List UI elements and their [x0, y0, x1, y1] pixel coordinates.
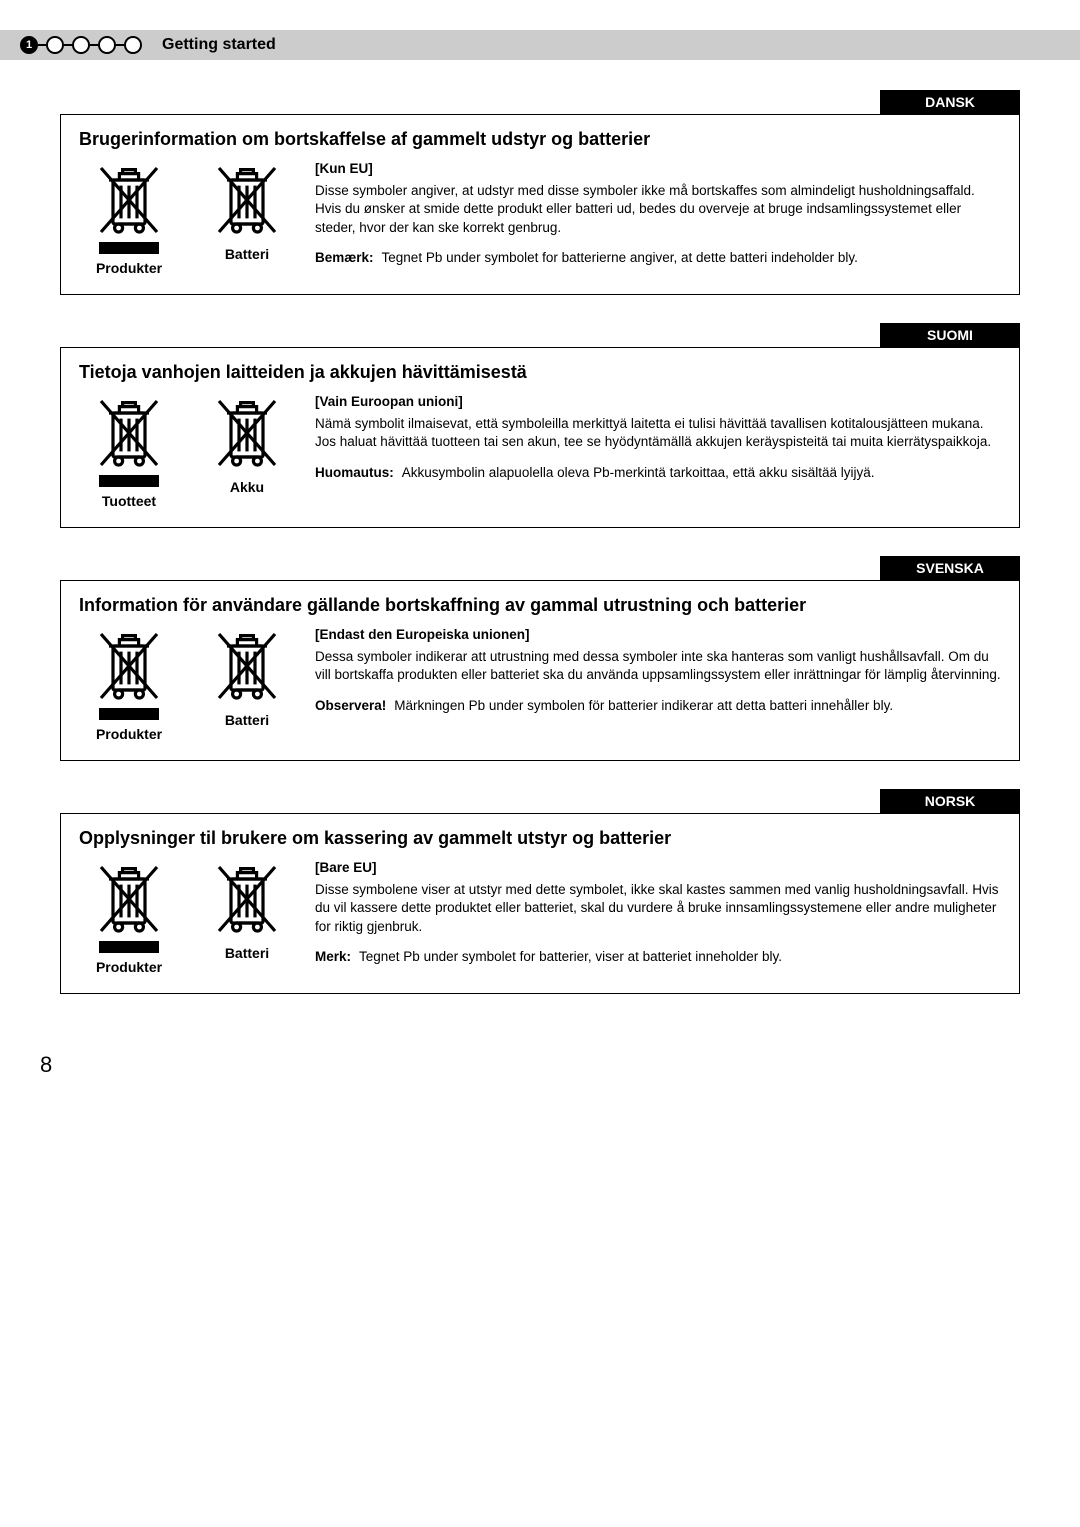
step-3-circle — [72, 36, 90, 54]
info-title: Tietoja vanhojen laitteiden ja akkujen h… — [79, 362, 1001, 383]
disposal-info-box: Brugerinformation om bortskaffelse af ga… — [60, 114, 1020, 295]
products-label: Produkter — [96, 726, 162, 742]
weee-bin-icon — [207, 393, 287, 473]
note-label: Observera! — [315, 697, 386, 715]
note-text: Tegnet Pb under symbolet for batterier, … — [359, 948, 782, 966]
weee-bin-icon — [89, 626, 169, 706]
products-icon-column: Produkter — [79, 160, 179, 276]
info-text-column: [Bare EU] Disse symbolene viser at utstyr… — [315, 859, 1001, 975]
step-connector — [38, 44, 46, 46]
weee-bin-icon — [89, 393, 169, 473]
disposal-info-box: Opplysninger til brukere om kassering av… — [60, 813, 1020, 994]
disposal-info-box: Information för användare gällande borts… — [60, 580, 1020, 761]
info-body: Produkter Batteri [Endast den Europeiska u… — [79, 626, 1001, 742]
battery-label: Batteri — [225, 945, 269, 961]
info-paragraph: Disse symbolene viser at utstyr med dett… — [315, 881, 1001, 936]
battery-label: Akku — [230, 479, 264, 495]
header-title: Getting started — [162, 36, 276, 54]
step-5-circle — [124, 36, 142, 54]
products-label: Produkter — [96, 959, 162, 975]
note-text: Tegnet Pb under symbolet for batterierne… — [382, 249, 858, 267]
info-title: Information för användare gällande borts… — [79, 595, 1001, 616]
language-label: DANSK — [880, 90, 1020, 114]
info-title: Brugerinformation om bortskaffelse af ga… — [79, 129, 1001, 150]
weee-bin-icon — [207, 626, 287, 706]
note-text: Akkusymbolin alapuolella oleva Pb-merkin… — [402, 464, 875, 482]
step-1-circle: 1 — [20, 36, 38, 54]
note-text: Märkningen Pb under symbolen för batteri… — [394, 697, 893, 715]
language-label: SVENSKA — [880, 556, 1020, 580]
step-connector — [116, 44, 124, 46]
disposal-info-box: Tietoja vanhojen laitteiden ja akkujen h… — [60, 347, 1020, 528]
info-text-column: [Kun EU] Disse symboler angiver, at udsty… — [315, 160, 1001, 276]
info-paragraph: Nämä symbolit ilmaisevat, että symboleil… — [315, 415, 1001, 451]
products-icon-column: Tuotteet — [79, 393, 179, 509]
battery-label: Batteri — [225, 246, 269, 262]
eu-subhead: [Kun EU] — [315, 160, 1001, 178]
language-label: SUOMI — [880, 323, 1020, 347]
step-connector — [64, 44, 72, 46]
note-label: Huomautus: — [315, 464, 394, 482]
info-text-column: [Vain Euroopan unioni] Nämä symbolit ilma… — [315, 393, 1001, 509]
bar-icon — [99, 475, 159, 487]
info-title: Opplysninger til brukere om kassering av… — [79, 828, 1001, 849]
weee-bin-icon — [207, 859, 287, 939]
bar-icon — [99, 708, 159, 720]
info-text-column: [Endast den Europeiska unionen] Dessa sym… — [315, 626, 1001, 742]
page-content: DANSK Brugerinformation om bortskaffelse … — [0, 60, 1080, 1042]
eu-subhead: [Endast den Europeiska unionen] — [315, 626, 1001, 644]
battery-icon-column: Batteri — [197, 626, 297, 742]
note-row: Observera! Märkningen Pb under symbolen f… — [315, 697, 1001, 715]
battery-label: Batteri — [225, 712, 269, 728]
step-2-circle — [46, 36, 64, 54]
info-body: Produkter Batteri [Kun EU] Disse symboler a… — [79, 160, 1001, 276]
products-label: Produkter — [96, 260, 162, 276]
battery-icon-column: Akku — [197, 393, 297, 509]
eu-subhead: [Bare EU] — [315, 859, 1001, 877]
eu-subhead: [Vain Euroopan unioni] — [315, 393, 1001, 411]
products-icon-column: Produkter — [79, 626, 179, 742]
note-row: Merk: Tegnet Pb under symbolet for batter… — [315, 948, 1001, 966]
note-label: Merk: — [315, 948, 351, 966]
battery-icon-column: Batteri — [197, 859, 297, 975]
products-label: Tuotteet — [102, 493, 156, 509]
header-bar: 1 Getting started — [0, 30, 1080, 60]
weee-bin-icon — [89, 160, 169, 240]
step-indicator: 1 — [20, 36, 142, 54]
note-row: Huomautus: Akkusymbolin alapuolella oleva… — [315, 464, 1001, 482]
weee-bin-icon — [89, 859, 169, 939]
info-paragraph: Dessa symboler indikerar att utrustning … — [315, 648, 1001, 684]
bar-icon — [99, 242, 159, 254]
note-label: Bemærk: — [315, 249, 374, 267]
language-label: NORSK — [880, 789, 1020, 813]
step-4-circle — [98, 36, 116, 54]
products-icon-column: Produkter — [79, 859, 179, 975]
info-body: Tuotteet Akku [Vain Euroopan unioni] Nämä s… — [79, 393, 1001, 509]
note-row: Bemærk: Tegnet Pb under symbolet for batt… — [315, 249, 1001, 267]
info-paragraph: Disse symboler angiver, at udstyr med di… — [315, 182, 1001, 237]
step-connector — [90, 44, 98, 46]
info-body: Produkter Batteri [Bare EU] Disse symbolene… — [79, 859, 1001, 975]
page-number: 8 — [0, 1042, 1080, 1098]
battery-icon-column: Batteri — [197, 160, 297, 276]
bar-icon — [99, 941, 159, 953]
weee-bin-icon — [207, 160, 287, 240]
